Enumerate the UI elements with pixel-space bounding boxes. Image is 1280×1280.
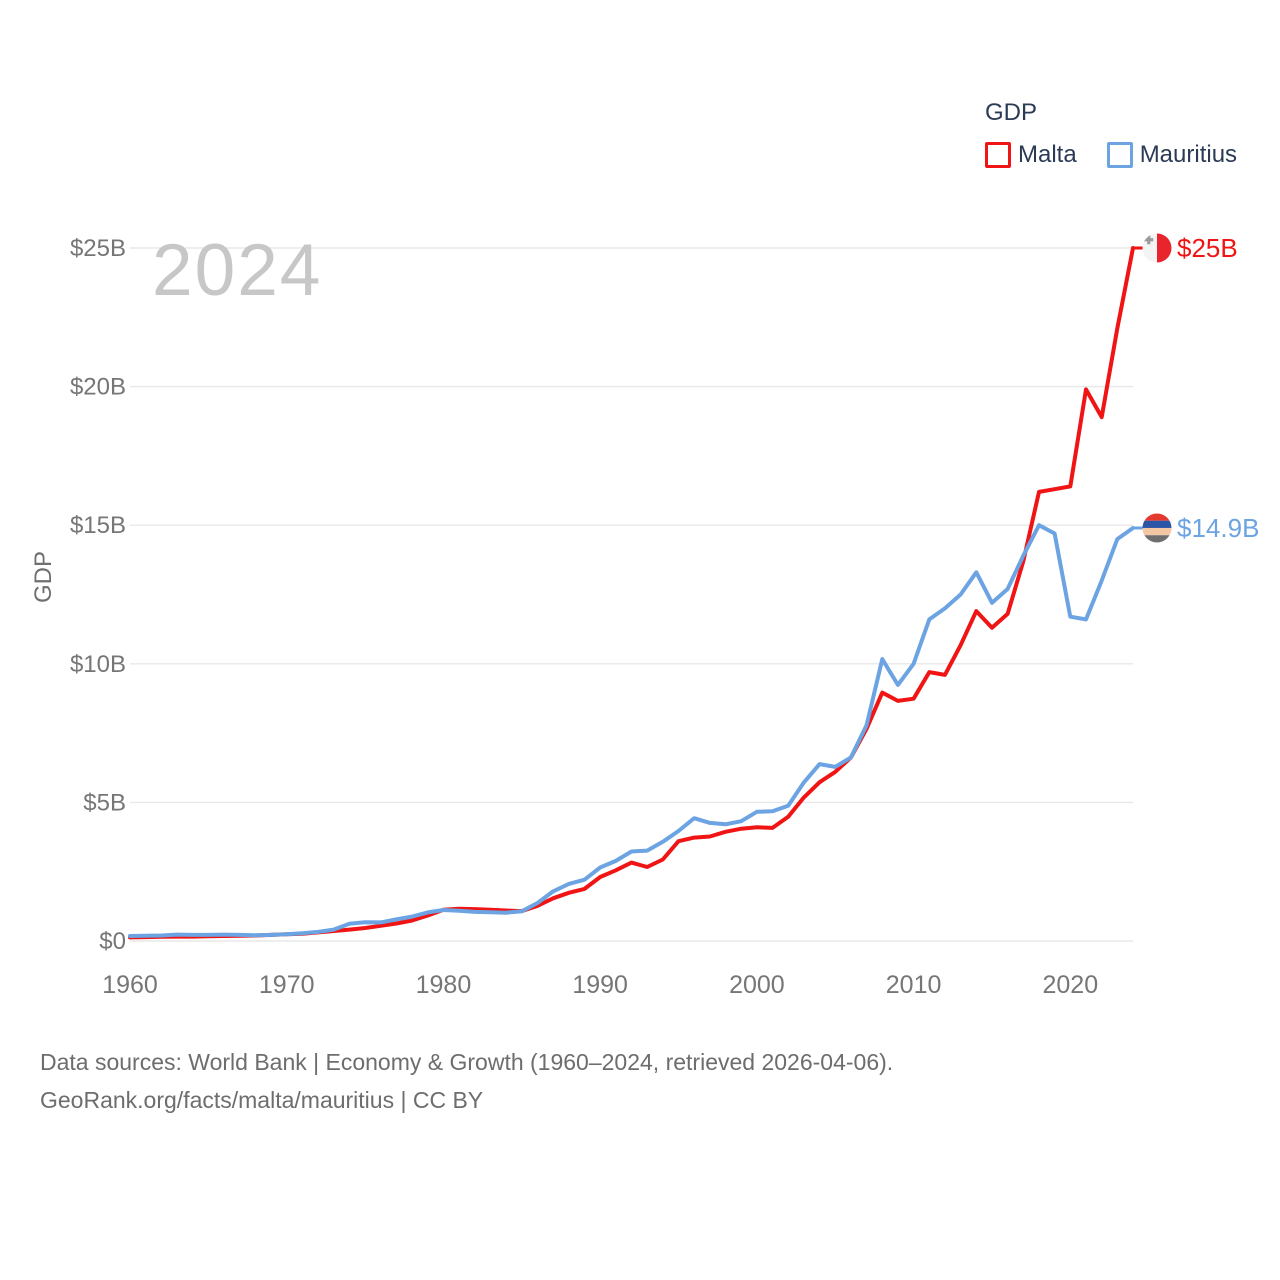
y-tick-label: $5B bbox=[83, 789, 126, 816]
chart-legend: GDP Malta Mauritius bbox=[985, 99, 1237, 169]
malta-swatch-icon bbox=[985, 142, 1011, 168]
x-tick-label: 1970 bbox=[259, 971, 315, 999]
year-watermark: 2024 bbox=[152, 230, 323, 311]
attribution-footer: Data sources: World Bank | Economy & Gro… bbox=[40, 1044, 893, 1120]
mauritius-line[interactable] bbox=[128, 523, 1135, 938]
mauritius-swatch-icon bbox=[1106, 142, 1133, 168]
source-url-text: GeoRank.org/facts/malta/mauritius | CC B… bbox=[40, 1086, 484, 1113]
y-tick-label: $20B bbox=[70, 374, 126, 401]
x-tick-label: 2000 bbox=[729, 971, 785, 999]
malta-end-label: $25B bbox=[1177, 233, 1238, 263]
x-tick-label: 1960 bbox=[102, 971, 158, 999]
legend-item-mauritius[interactable]: Mauritius bbox=[1106, 141, 1238, 169]
y-tick-label: $15B bbox=[70, 512, 126, 539]
legend-items: Malta Mauritius bbox=[985, 141, 1237, 169]
malta-flag-icon bbox=[1142, 233, 1172, 263]
x-tick-label: 2020 bbox=[1043, 971, 1099, 999]
malta-line[interactable] bbox=[128, 246, 1135, 940]
legend-label-mauritius: Mauritius bbox=[1139, 141, 1238, 168]
plot-area: $0 $5B $10B $15B $20B $25B 1960 1970 1980 1990 200… bbox=[70, 233, 1259, 999]
mauritius-end-label: $14.9B bbox=[1177, 513, 1259, 543]
y-tick-label: $0 bbox=[99, 928, 126, 955]
data-sources-text: Data sources: World Bank | Economy & Gro… bbox=[40, 1049, 894, 1075]
x-tick-label: 1990 bbox=[572, 971, 628, 999]
mauritius-flag-icon bbox=[1142, 513, 1172, 543]
legend-title: GDP bbox=[985, 99, 1038, 126]
y-tick-label: $25B bbox=[70, 235, 126, 262]
x-tick-label: 2010 bbox=[886, 971, 942, 999]
y-tick-label: $10B bbox=[70, 651, 126, 678]
legend-item-malta[interactable]: Malta bbox=[985, 141, 1077, 169]
x-tick-label: 1980 bbox=[416, 971, 472, 999]
legend-label-malta: Malta bbox=[1018, 141, 1077, 168]
